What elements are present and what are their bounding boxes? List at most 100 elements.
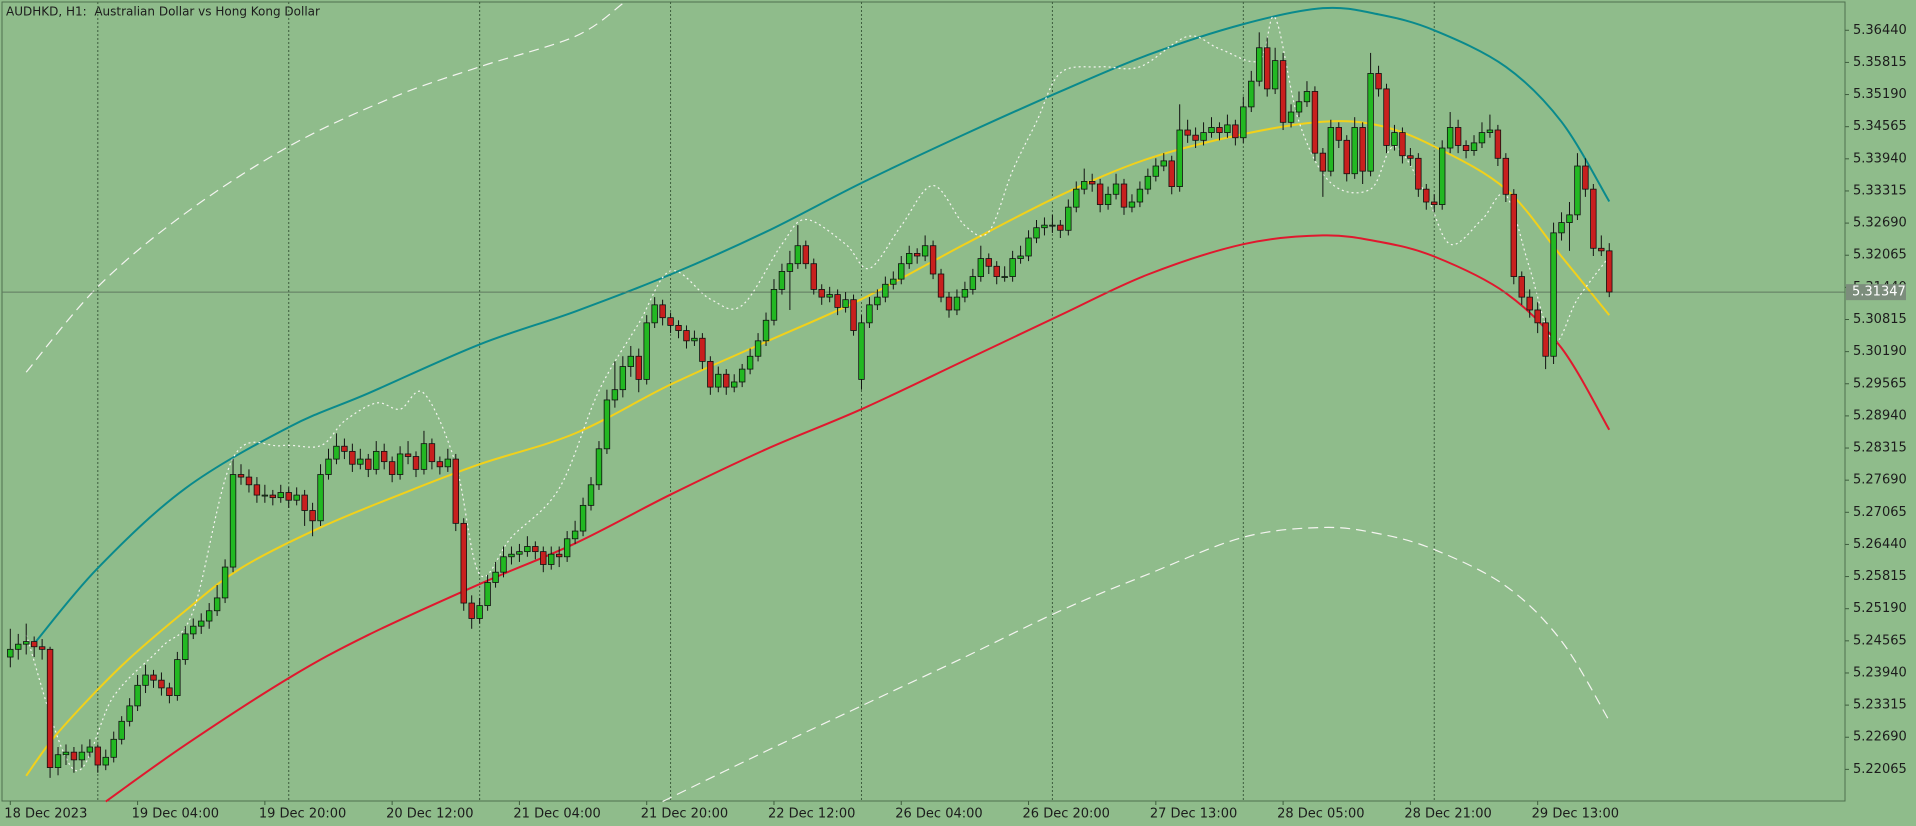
candle-body (396, 453, 404, 475)
candle-body (1001, 276, 1008, 278)
candle-body (826, 294, 833, 298)
x-tick-label: 19 Dec 20:00 (259, 807, 346, 822)
candle-body (1375, 73, 1382, 90)
candle-body (1104, 193, 1112, 205)
candle-body (945, 296, 953, 311)
candle-body (365, 458, 372, 470)
candle-body (1232, 124, 1239, 139)
candle-body (1590, 188, 1597, 249)
candle-body (1120, 183, 1128, 208)
current-price-label: 5.31347 (1852, 285, 1906, 300)
candle-body (1248, 80, 1255, 108)
candle-body (205, 610, 213, 622)
candle-body (404, 453, 412, 457)
x-tick-label: 29 Dec 13:00 (1532, 807, 1619, 822)
candle-body (1566, 214, 1573, 223)
candle-body (213, 597, 221, 612)
candle-body (913, 253, 921, 257)
candle-body (675, 325, 682, 331)
candle-body (1184, 129, 1191, 136)
candle-body (1431, 201, 1438, 205)
candle-body (627, 355, 634, 367)
candle-body (492, 571, 499, 583)
candle-body (221, 566, 229, 599)
y-tick-label: 5.27065 (1853, 505, 1907, 520)
y-tick-label: 5.33940 (1853, 151, 1907, 166)
candle-body (261, 494, 269, 497)
candle-body (667, 317, 674, 326)
candle-body (38, 646, 46, 650)
candle-body (659, 304, 666, 319)
candle-body (1303, 91, 1311, 103)
current-price-box (1846, 284, 1906, 301)
candle-body (874, 296, 881, 306)
candle-body (548, 553, 555, 565)
candle-body (1327, 127, 1335, 172)
y-tick-label: 5.32065 (1853, 248, 1907, 263)
chart-title: AUDHKD, H1: Australian Dollar vs Hong Ko… (6, 5, 320, 19)
x-tick-label: 26 Dec 20:00 (1023, 807, 1110, 822)
candle-body (1399, 132, 1406, 157)
candle-body (1359, 127, 1366, 172)
candle-body (1486, 129, 1494, 133)
candle-body (341, 445, 348, 452)
candle-body (110, 738, 117, 758)
candle-body (309, 510, 316, 522)
x-tick-label: 18 Dec 2023 (4, 807, 87, 822)
candle-body (86, 746, 94, 753)
plot-frame (1, 1, 1846, 802)
candle-body (277, 492, 284, 499)
candle-body (723, 373, 730, 388)
candle-body (1065, 206, 1072, 231)
candle-body (285, 492, 292, 501)
candle-body (595, 448, 603, 486)
candle-body (1335, 127, 1342, 141)
candle-body (166, 687, 173, 696)
y-tick-label: 5.35815 (1853, 55, 1907, 70)
candle-body (1279, 60, 1287, 123)
candle-body (1200, 132, 1207, 141)
candle-body (802, 245, 809, 265)
candle-body (643, 322, 650, 380)
x-tick-label: 20 Dec 12:00 (386, 807, 473, 822)
x-tick-label: 26 Dec 04:00 (895, 807, 982, 822)
candle-body (754, 340, 762, 357)
candle-body (1446, 127, 1454, 149)
candle-body (15, 643, 22, 650)
candle-body (1343, 139, 1350, 175)
candle-body (134, 684, 141, 707)
candle-body (1128, 201, 1136, 208)
candle-body (150, 674, 157, 681)
candle-body (1216, 127, 1223, 133)
candle-body (1017, 255, 1024, 259)
candle-body (142, 674, 149, 686)
candle-body (1081, 181, 1088, 190)
candle-body (571, 530, 579, 540)
candle-body (1176, 129, 1183, 187)
candle-body (1454, 127, 1462, 146)
candle-body (1057, 224, 1064, 231)
candle-body (1542, 322, 1549, 357)
candle-body (373, 450, 380, 470)
candle-body (1383, 88, 1390, 146)
candle-body (1240, 106, 1247, 139)
candle-body (818, 289, 825, 298)
candle-body (1009, 258, 1016, 277)
candle-body (937, 273, 945, 298)
candle-body (882, 283, 889, 298)
candle-body (1423, 188, 1430, 203)
y-tick-label: 5.23315 (1853, 698, 1907, 713)
candle-body (508, 553, 515, 558)
candle-body (182, 633, 189, 661)
candle-body (866, 304, 873, 324)
candle-body (953, 296, 961, 311)
candle-body (7, 648, 14, 658)
indicator-line (25, 3, 624, 373)
y-tick-label: 5.24565 (1853, 633, 1907, 648)
x-tick-label: 19 Dec 04:00 (132, 807, 219, 822)
y-tick-label: 5.26440 (1853, 537, 1907, 552)
candle-body (317, 474, 324, 522)
x-tick-label: 28 Dec 21:00 (1404, 807, 1491, 822)
candle-body (842, 299, 849, 308)
